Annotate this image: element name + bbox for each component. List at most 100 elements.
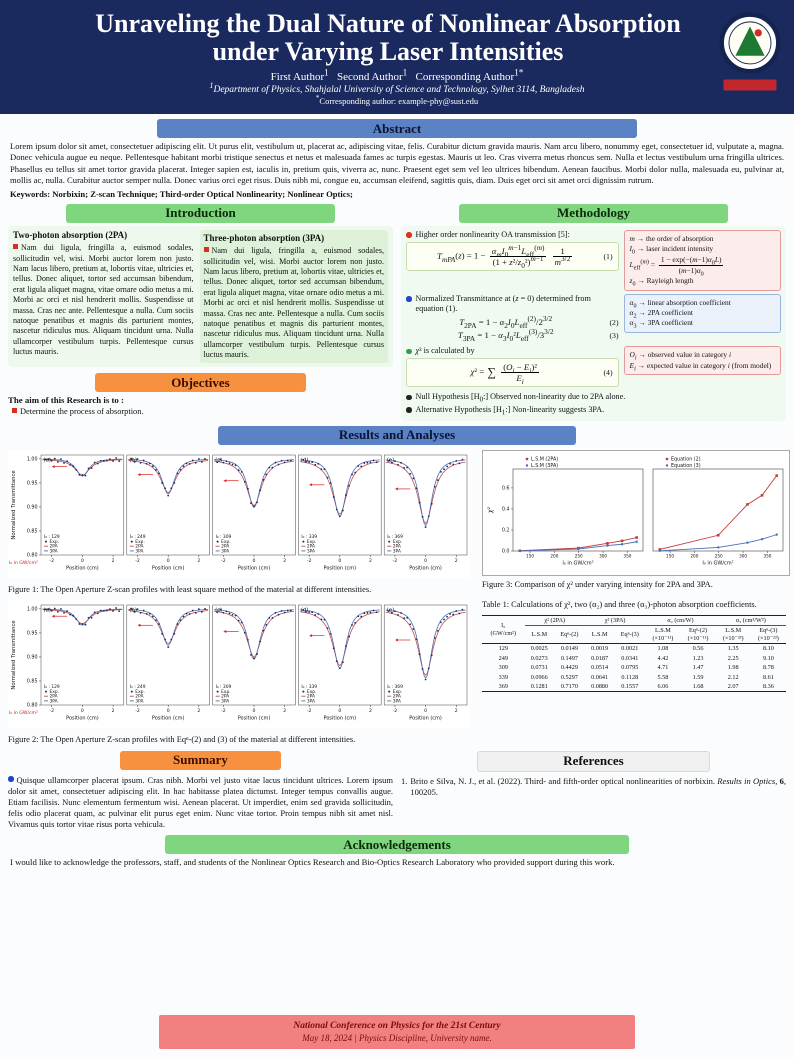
svg-text:Exp.: Exp. — [307, 539, 317, 545]
svg-text:2PA: 2PA — [50, 544, 58, 550]
note-line: Oi → observed value in category i — [629, 350, 732, 362]
svg-text:-2: -2 — [307, 708, 312, 714]
table-cell: 309 — [498, 664, 508, 672]
introduction-column: Introduction Two-photon absorption (2PA)… — [8, 203, 393, 421]
svg-text:2: 2 — [283, 708, 286, 714]
bullet-normalized-transmittance: Normalized Transmittance at (z = 0) dete… — [406, 294, 619, 315]
svg-text:Exp.: Exp. — [135, 539, 145, 545]
svg-text:Exp.: Exp. — [221, 539, 231, 545]
table-cell: 8.78 — [762, 664, 774, 672]
svg-text:Exp.: Exp. — [135, 689, 145, 695]
table-cell: 0.56 — [692, 645, 704, 653]
svg-text:0.4: 0.4 — [502, 507, 510, 513]
svg-text:2: 2 — [112, 558, 115, 564]
svg-text:(d): (d) — [301, 608, 309, 614]
table-cell: 1.68 — [680, 681, 716, 693]
square-bullet-icon — [12, 408, 17, 414]
equation-3-body: T3PA = 1 − α3I0²Leff(3)/33/2 — [457, 327, 554, 343]
figure3-chi-squared-chart: χ² 0.0 0.2 0.4 0.6 L.S.M (2PA)L.S.M (3PA) 150 2… — [487, 456, 784, 566]
table-cell: 1.47 — [692, 664, 704, 672]
svg-text:Exp.: Exp. — [307, 689, 317, 695]
svg-text:300: 300 — [599, 553, 607, 558]
svg-text:Position (cm): Position (cm) — [324, 716, 357, 722]
svg-text:350: 350 — [763, 553, 771, 558]
reference-number: 1. — [401, 775, 408, 786]
svg-text:250: 250 — [575, 553, 583, 558]
conference-footer: National Conference on Physics for the 2… — [158, 1015, 636, 1049]
bullet-normalized-transmittance-text: Normalized Transmittance at (z = 0) dete… — [415, 293, 591, 313]
square-bullet-icon — [203, 247, 209, 253]
notation-box-chi-squared: Oi → observed value in category i Ei → e… — [623, 346, 781, 375]
methodology-row-2: Normalized Transmittance at (z = 0) dete… — [406, 293, 781, 344]
eq4-denominator: Ei — [516, 373, 524, 387]
svg-text:(b): (b) — [129, 457, 137, 463]
svg-text:0.95: 0.95 — [27, 631, 38, 637]
table-cell: 2.07 — [715, 681, 751, 693]
svg-text:I₀ : 339: I₀ : 339 — [301, 684, 317, 690]
table-cell: 1.59 — [692, 673, 704, 681]
references-heading: References — [477, 750, 710, 772]
table-cell: 8.61 — [762, 673, 774, 681]
bullet-chi-squared: χ² is calculated by — [406, 346, 619, 356]
abstract-heading: Abstract — [157, 119, 637, 139]
acknowledgements-text: I would like to acknowledge the professo… — [10, 857, 615, 868]
svg-text:I₀ : 309: I₀ : 309 — [216, 534, 232, 540]
table-sub-header: L.S.M (×10⁻²³) — [715, 625, 751, 645]
summary-text: Quisque ullamcorper placerat ipsum. Cras… — [8, 774, 393, 830]
table-cell: 0.0514 — [591, 664, 609, 672]
eq4-fraction: (Oi − Ei)² Ei — [501, 362, 539, 387]
intro-methodology-row: Introduction Two-photon absorption (2PA)… — [0, 203, 794, 421]
svg-text:2PA: 2PA — [221, 544, 229, 550]
svg-text:Position (cm): Position (cm) — [324, 565, 357, 571]
svg-text:2PA: 2PA — [393, 544, 401, 550]
svg-text:χ²: χ² — [487, 506, 494, 514]
svg-text:0.0: 0.0 — [502, 549, 510, 555]
leff-fraction: 1 − exp(−(m−1)α0L) (m−1)α0 — [658, 255, 724, 278]
table-cell: 0.0149 — [560, 645, 578, 653]
table-cell: 1.35 — [727, 645, 739, 653]
table-cell: 0.7170 — [553, 681, 585, 693]
note-line: α0 → linear absorption coefficient — [629, 297, 731, 310]
svg-text:200: 200 — [690, 553, 698, 558]
svg-text:2PA: 2PA — [221, 694, 229, 700]
svg-text:I₀ : 369: I₀ : 369 — [387, 534, 403, 540]
svg-text:3PA: 3PA — [307, 699, 315, 705]
equation-2-body: T2PA = 1 − α2I0Leff(2)/23/2 — [459, 314, 553, 330]
svg-text:Exp.: Exp. — [50, 689, 60, 695]
leff-denominator: (m−1)α0 — [678, 265, 704, 278]
table-cell: 0.0731 — [530, 664, 548, 672]
summary-heading: Summary — [119, 750, 282, 770]
table-cell: 0.0019 — [591, 645, 609, 653]
methodology-column: Methodology Higher order nonlinearity OA… — [401, 203, 786, 421]
svg-text:3PA: 3PA — [221, 699, 229, 705]
intro-3pa-column: Three-photon absorption (3PA) Nam dui li… — [199, 229, 388, 364]
svg-text:Position (cm): Position (cm) — [409, 565, 442, 571]
introduction-panel: Two-photon absorption (2PA) Nam dui ligu… — [8, 225, 393, 368]
table-cell: 8.36 — [750, 681, 786, 693]
bullet-oa-transmission-text: Higher order nonlinearity OA transmissio… — [415, 229, 570, 239]
table-cell: 5.58 — [657, 673, 669, 681]
bullet-chi-squared-text: χ² is calculated by — [415, 346, 475, 356]
svg-text:I₀ in GW/cm²: I₀ in GW/cm² — [702, 560, 733, 566]
svg-text:-2: -2 — [221, 708, 226, 714]
svg-text:1.00: 1.00 — [27, 607, 38, 613]
abstract-text: Lorem ipsum dolor sit amet, consectetuer… — [10, 141, 784, 185]
results-section: Results and Analyses Normalized Transmit… — [0, 425, 794, 746]
svg-text:L.S.M (3PA): L.S.M (3PA) — [531, 463, 558, 469]
abstract-section: Abstract Lorem ipsum dolor sit amet, con… — [0, 119, 794, 199]
methodology-row-3-left: χ² is calculated by χ² = ∑ (Oi − Ei)² Ei … — [406, 346, 619, 389]
table-row: 249 0.0273 0.1497 0.0187 0.0341 4.42 1.23 2.25 9… — [482, 654, 786, 663]
table-cell: 339 — [498, 673, 508, 681]
svg-text:0.80: 0.80 — [27, 553, 38, 559]
poster-header: Unraveling the Dual Nature of Nonlinear … — [0, 0, 794, 115]
eq1-lhs: TmPA(z) = 1 − — [437, 250, 486, 264]
results-row-1: Normalized Transmittance 1.00 0.95 0.90 0.85… — [8, 449, 790, 596]
svg-text:0: 0 — [338, 708, 341, 714]
svg-text:3PA: 3PA — [307, 548, 315, 554]
methodology-row-1-right: m → the order of absorption I0 → laser i… — [623, 229, 781, 291]
table-col-group: α₂ (cm/W) — [645, 614, 716, 627]
svg-text:I₀ : 339: I₀ : 339 — [301, 534, 317, 540]
leff-lhs: Leff(m) = — [629, 259, 656, 272]
svg-text:1.00: 1.00 — [27, 456, 38, 462]
svg-text:3PA: 3PA — [393, 699, 401, 705]
